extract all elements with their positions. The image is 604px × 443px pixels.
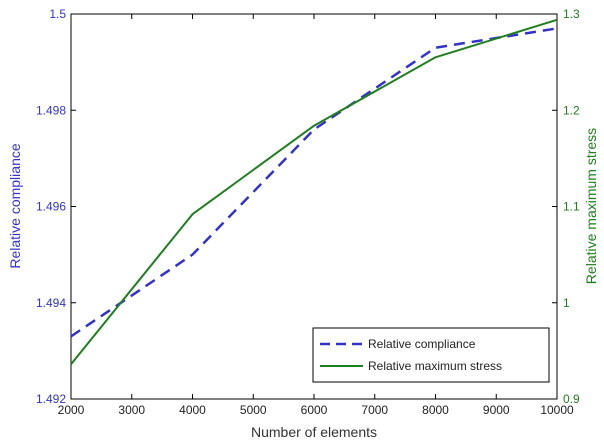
x-tick-label-6000: 6000 bbox=[301, 403, 328, 417]
legend: Relative compliance Relative maximum str… bbox=[312, 327, 550, 383]
right-y-axis-label: Relative maximum stress bbox=[583, 128, 599, 284]
legend-box bbox=[312, 327, 550, 383]
right-y-tick-label-0-9: 0.9 bbox=[563, 392, 580, 406]
series-lines bbox=[70, 18, 558, 365]
left-y-tick-label-1-492: 1.492 bbox=[36, 392, 66, 406]
right-y-tick-label-1-3: 1.3 bbox=[563, 7, 580, 21]
right-y-tick-label-1-1: 1.1 bbox=[563, 200, 580, 214]
x-tick-label-8000: 8000 bbox=[422, 403, 449, 417]
x-tick-label-10000: 10000 bbox=[540, 403, 574, 417]
left-y-tick-label-1-5: 1.5 bbox=[49, 7, 66, 21]
x-tick-label-5000: 5000 bbox=[240, 403, 267, 417]
right-y-axis: 0.9 1 1.1 1.2 1.3 bbox=[552, 7, 580, 406]
left-y-tick-label-1-496: 1.496 bbox=[36, 200, 66, 214]
x-axis: 2000 3000 4000 5000 6000 7000 8000 9000 10000 bbox=[58, 14, 574, 417]
x-tick-label-9000: 9000 bbox=[483, 403, 510, 417]
right-y-tick-label-1: 1 bbox=[563, 296, 570, 310]
left-y-axis: 1.492 1.494 1.496 1.498 1.5 bbox=[36, 7, 76, 406]
legend-compliance-label: Relative compliance bbox=[368, 337, 476, 351]
left-y-tick-label-1-498: 1.498 bbox=[36, 103, 66, 117]
x-axis-label: Number of elements bbox=[251, 424, 377, 440]
left-y-axis-label: Relative compliance bbox=[7, 143, 23, 268]
x-tick-label-3000: 3000 bbox=[118, 403, 145, 417]
right-y-tick-label-1-2: 1.2 bbox=[563, 103, 580, 117]
left-y-tick-label-1-494: 1.494 bbox=[36, 296, 66, 310]
x-tick-label-4000: 4000 bbox=[179, 403, 206, 417]
x-tick-label-7000: 7000 bbox=[361, 403, 388, 417]
x-tick-label-2000: 2000 bbox=[58, 403, 85, 417]
legend-stress-label: Relative maximum stress bbox=[368, 359, 502, 373]
stress-series-line bbox=[70, 18, 558, 365]
compliance-series-line bbox=[70, 27, 558, 338]
